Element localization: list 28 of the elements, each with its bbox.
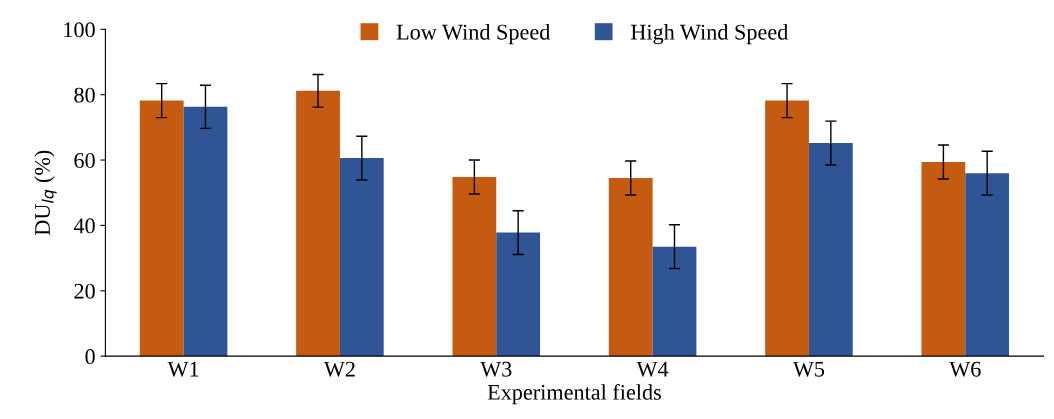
y-tick-label: 40	[73, 218, 95, 234]
bar	[808, 143, 853, 357]
x-tick-label: W6	[949, 361, 981, 377]
x-tick-label: W2	[323, 361, 355, 377]
bar	[183, 106, 228, 357]
y-tick-label: 80	[74, 87, 95, 103]
x-tick-label: W3	[480, 361, 512, 377]
legend-label: High Wind Speed	[630, 23, 789, 45]
x-axis-title: Experimental fields	[487, 383, 661, 405]
bar	[965, 173, 1010, 357]
bar	[765, 100, 809, 357]
y-axis-title: DU$_{lq}$ (%)	[34, 150, 57, 236]
bar	[608, 178, 653, 357]
y-tick-label: 20	[74, 283, 95, 299]
bar	[921, 162, 966, 357]
y-tick-label: 0	[85, 349, 95, 365]
bar	[296, 90, 340, 357]
bar	[652, 246, 697, 357]
bar	[139, 100, 184, 357]
bar	[496, 232, 541, 357]
bar	[452, 177, 497, 357]
y-tick-label: 100	[64, 22, 95, 38]
x-tick-label: W1	[167, 361, 199, 377]
bar	[339, 158, 384, 357]
legend-label: Low Wind Speed	[396, 23, 551, 45]
x-tick-label: W4	[636, 361, 669, 377]
y-tick-label: 60	[74, 152, 95, 168]
x-tick-label: W5	[792, 361, 825, 377]
